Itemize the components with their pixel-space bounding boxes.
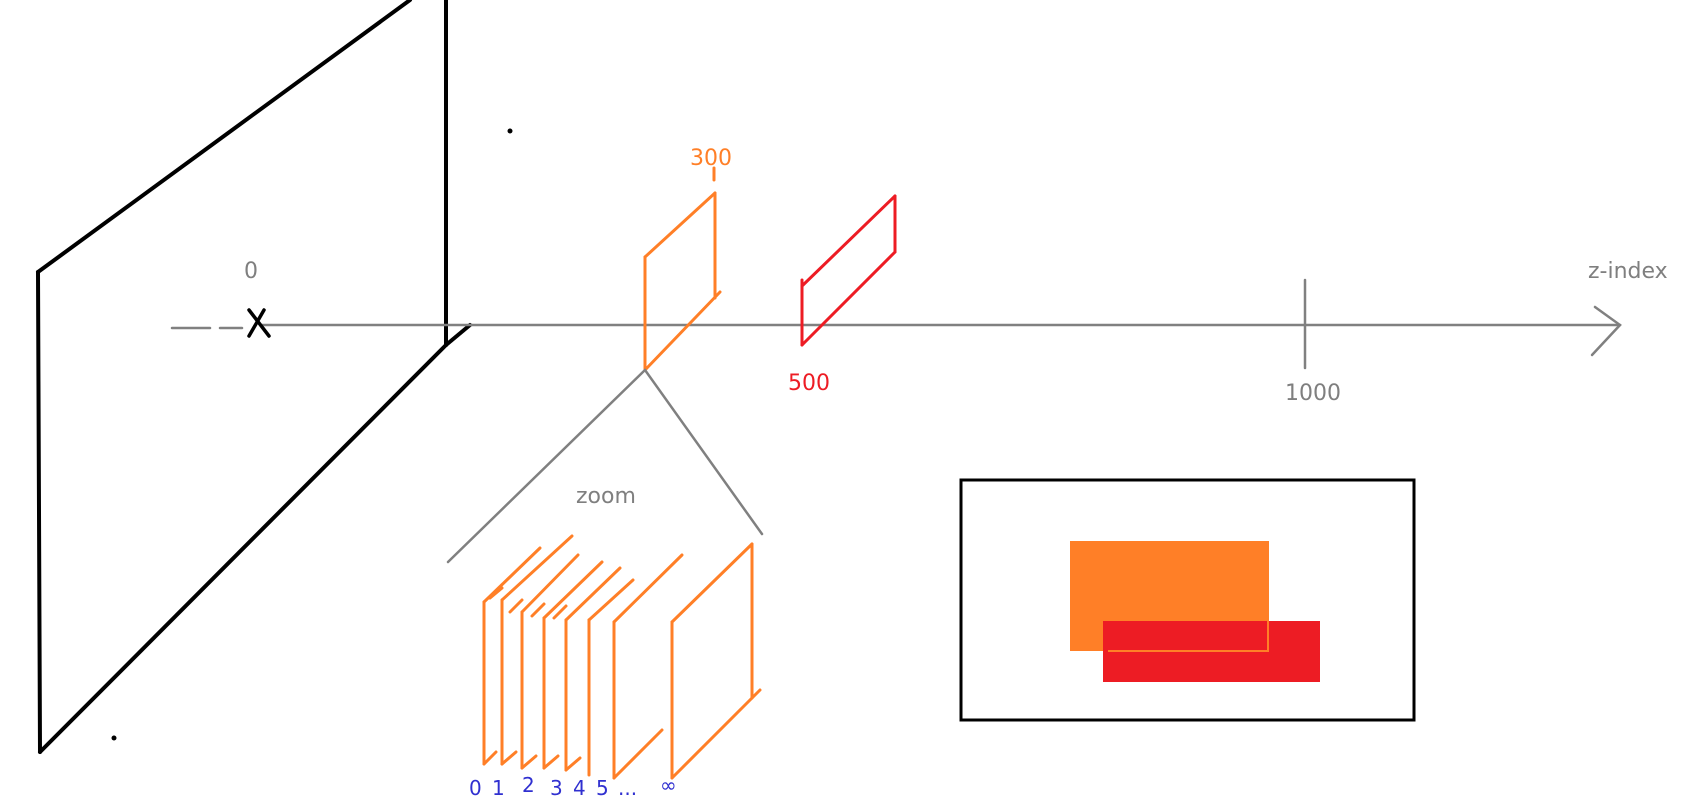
sublayer-label: ... <box>618 776 637 800</box>
sublayer-2 <box>508 553 580 770</box>
origin-marker <box>247 308 271 338</box>
zoom-label: zoom <box>576 484 636 509</box>
tick-label-1000: 1000 <box>1285 381 1341 406</box>
sublayer-labels: 0 1 2 3 4 5 ... ∞ <box>469 773 677 800</box>
result-preview <box>959 478 1416 722</box>
sublayer-label: 1 <box>492 776 505 800</box>
preview-orange-outline <box>1108 621 1269 652</box>
z-axis <box>170 278 1622 370</box>
sublayer-label: 5 <box>596 776 609 800</box>
sublayer-label: 0 <box>469 776 482 800</box>
preview-frame <box>959 478 1416 722</box>
stray-dot <box>507 128 513 134</box>
screen-plane <box>36 0 472 754</box>
sublayer-5 <box>587 553 684 780</box>
sublayer-1 <box>488 534 574 766</box>
zoom-callout <box>446 368 764 564</box>
sublayer-label: 2 <box>522 773 535 797</box>
zoom-sublayers <box>482 534 762 780</box>
stray-dot <box>111 735 117 741</box>
sublayer-label: 4 <box>573 776 586 800</box>
sublayer-infinity <box>670 542 762 780</box>
sublayer-label: ∞ <box>660 773 677 797</box>
red-plane-label: 500 <box>788 371 830 396</box>
sublayer-3 <box>530 560 604 770</box>
red-plane <box>800 194 897 347</box>
orange-plane <box>643 166 722 372</box>
axis-title: z-index <box>1588 259 1668 284</box>
sublayer-0 <box>482 546 542 766</box>
sublayer-label: 3 <box>550 776 563 800</box>
origin-label: 0 <box>244 259 258 284</box>
sublayer-4 <box>552 566 622 772</box>
orange-plane-label: 300 <box>690 146 732 171</box>
